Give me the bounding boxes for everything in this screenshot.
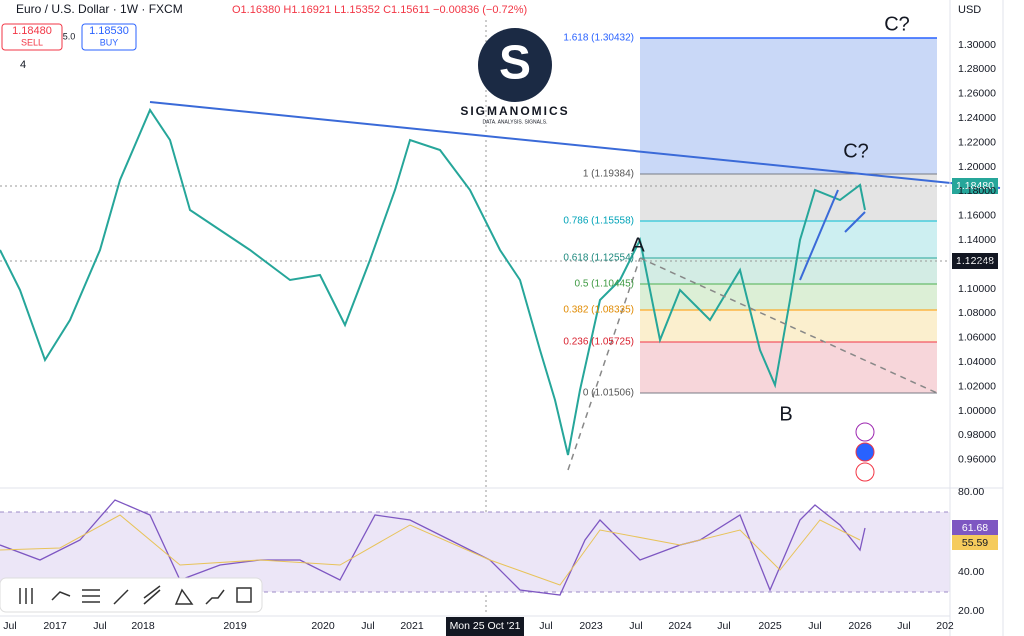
fib-label: 0 (1.01506) xyxy=(583,388,634,399)
time-label: Jul xyxy=(3,620,16,632)
price-label: 1.06000 xyxy=(958,332,996,344)
symbol-title: Euro / U.S. Dollar · 1W · FXCM xyxy=(16,2,183,16)
last-price: 1.18480 xyxy=(956,180,994,192)
cursor-price: 1.12248 xyxy=(956,255,994,267)
time-label: 2020 xyxy=(311,620,335,632)
fib-label: 1 (1.19384) xyxy=(583,169,634,180)
time-label: Jul xyxy=(361,620,374,632)
event-icon[interactable] xyxy=(855,442,875,462)
time-label: Mon 25 Oct '21 xyxy=(450,620,521,632)
logo-tagline: DATA. ANALYSIS. SIGNALS. xyxy=(482,119,547,125)
spread: 5.0 xyxy=(63,31,76,41)
svg-text:S: S xyxy=(499,37,531,90)
toolbar-icons xyxy=(19,585,252,605)
time-cursor-badge xyxy=(446,617,524,636)
wave-label: B xyxy=(779,403,792,425)
time-label: 2021 xyxy=(400,620,424,632)
last-price-badge xyxy=(952,178,998,194)
price-label: 1.22000 xyxy=(958,136,996,148)
time-label: 2024 xyxy=(668,620,692,632)
price-label: 1.14000 xyxy=(958,234,996,246)
zone xyxy=(640,38,937,174)
zone xyxy=(640,174,937,221)
zone xyxy=(640,221,937,258)
price-label: 1.26000 xyxy=(958,88,996,100)
rsi-value: 61.68 xyxy=(962,522,988,534)
buy-button[interactable] xyxy=(81,23,137,51)
drawing-toolbar[interactable] xyxy=(0,577,263,613)
zone xyxy=(640,342,937,393)
rsi-label: 40.00 xyxy=(958,566,984,578)
price-label: 1.18000 xyxy=(958,185,996,197)
price-label: 1.20000 xyxy=(958,161,996,173)
fib-label: 0.618 (1.12554) xyxy=(563,253,634,264)
logo-mark xyxy=(478,28,552,102)
trendline xyxy=(799,189,839,281)
price-label: 0.96000 xyxy=(958,454,996,466)
price-label: 1.28000 xyxy=(958,63,996,75)
price-label: 1.30000 xyxy=(958,39,996,51)
time-label: 2017 xyxy=(43,620,67,632)
fib-label: 0.5 (1.10445) xyxy=(575,279,635,290)
price-path xyxy=(0,107,866,456)
buy-label: BUY xyxy=(100,37,119,47)
time-label: Jul xyxy=(808,620,821,632)
sell-button[interactable] xyxy=(1,23,63,51)
price-label: 1.12000 xyxy=(958,258,996,270)
time-label: Jul xyxy=(93,620,106,632)
event-icon[interactable] xyxy=(855,462,875,482)
zone xyxy=(640,258,937,284)
time-label: Jul xyxy=(897,620,910,632)
price-label: 1.10000 xyxy=(958,283,996,295)
price-label: 0.98000 xyxy=(958,429,996,441)
price-label: 1.24000 xyxy=(958,112,996,124)
price-label: 1.04000 xyxy=(958,356,996,368)
time-label: 2023 xyxy=(579,620,603,632)
time-label: 2018 xyxy=(131,620,155,632)
rsi-badge xyxy=(952,520,998,536)
trendline xyxy=(844,211,866,233)
rsi-line xyxy=(0,499,866,596)
wave-line xyxy=(567,257,641,471)
fib-zones xyxy=(640,37,937,394)
fib-label: 1.618 (1.30432) xyxy=(563,33,634,44)
time-label: 2025 xyxy=(758,620,782,632)
indicator-count: 4 xyxy=(20,59,26,71)
zone xyxy=(640,310,937,342)
price-label: 1.08000 xyxy=(958,307,996,319)
wave-label: C? xyxy=(843,140,869,162)
rsi-label: 20.00 xyxy=(958,605,984,617)
rsi-ma-value: 55.59 xyxy=(962,537,988,549)
price-label: 1.00000 xyxy=(958,405,996,417)
sell-price: 1.18480 xyxy=(12,25,52,37)
price-label: 1.02000 xyxy=(958,380,996,392)
rsi-ma-badge xyxy=(952,535,998,550)
rsi-label: 80.00 xyxy=(958,486,984,498)
time-label: 2019 xyxy=(223,620,247,632)
sell-label: SELL xyxy=(21,37,43,47)
price-label: 1.16000 xyxy=(958,210,996,222)
rsi-ma xyxy=(0,514,861,586)
time-label: Jul xyxy=(629,620,642,632)
time-label: Jul xyxy=(717,620,730,632)
cursor-price-badge xyxy=(952,253,998,269)
logo-name: SIGMANOMICS xyxy=(460,104,569,118)
fib-label: 0.236 (1.05725) xyxy=(563,337,634,348)
wave-label: C? xyxy=(884,13,910,35)
fib-label: 0.382 (1.08335) xyxy=(563,305,634,316)
currency: USD xyxy=(958,4,981,16)
trendline xyxy=(149,101,1001,189)
event-icon[interactable] xyxy=(855,422,875,442)
time-label: 2026 xyxy=(848,620,872,632)
ohlc: O1.16380 H1.16921 L1.15352 C1.15611 −0.0… xyxy=(232,4,527,16)
time-label: Jul xyxy=(539,620,552,632)
buy-price: 1.18530 xyxy=(89,25,129,37)
wave-label: A xyxy=(631,234,645,256)
time-label: 202 xyxy=(936,620,954,632)
fib-label: 0.786 (1.15558) xyxy=(563,216,634,227)
